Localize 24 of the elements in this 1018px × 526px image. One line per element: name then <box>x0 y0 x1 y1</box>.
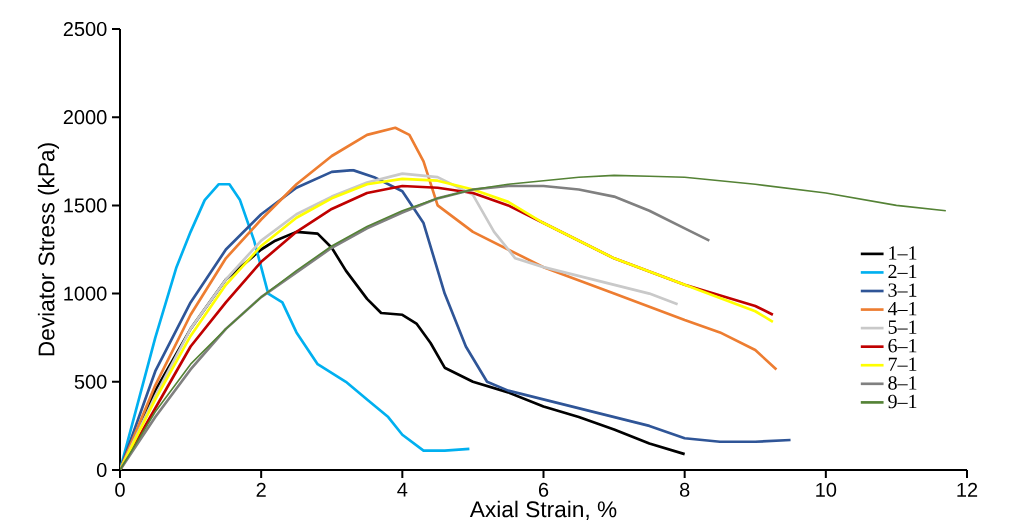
legend-label: 4–1 <box>887 301 917 316</box>
legend-label: 6–1 <box>888 339 917 353</box>
legend-label: 3–1 <box>888 283 917 297</box>
y-tick-label: 1000 <box>64 286 107 301</box>
x-tick-label: 2 <box>256 482 266 497</box>
x-tick-label: 6 <box>538 482 549 497</box>
x-tick-label: 10 <box>816 482 837 497</box>
x-tick-label: 4 <box>397 482 408 497</box>
y-axis-title: Deviator Stress (kPa) <box>37 143 59 356</box>
y-tick-label: 2500 <box>63 21 107 37</box>
legend-label: 7–1 <box>888 357 917 371</box>
x-axis-title: Axial Strain, % <box>469 500 617 521</box>
y-tick-label: 0 <box>96 462 107 478</box>
x-tick-label: 12 <box>957 482 978 497</box>
x-tick-label: 0 <box>115 482 125 497</box>
y-tick-label: 1500 <box>64 198 107 213</box>
legend-label: 5–1 <box>888 320 917 334</box>
y-tick-label: 500 <box>74 374 107 389</box>
legend-label: 2–1 <box>888 264 917 279</box>
legend-label: 9–1 <box>888 394 917 409</box>
y-tick-label: 2000 <box>63 110 107 125</box>
x-tick-label: 8 <box>679 482 690 497</box>
legend-label: 1–1 <box>889 246 917 260</box>
legend-label: 8–1 <box>888 376 917 390</box>
